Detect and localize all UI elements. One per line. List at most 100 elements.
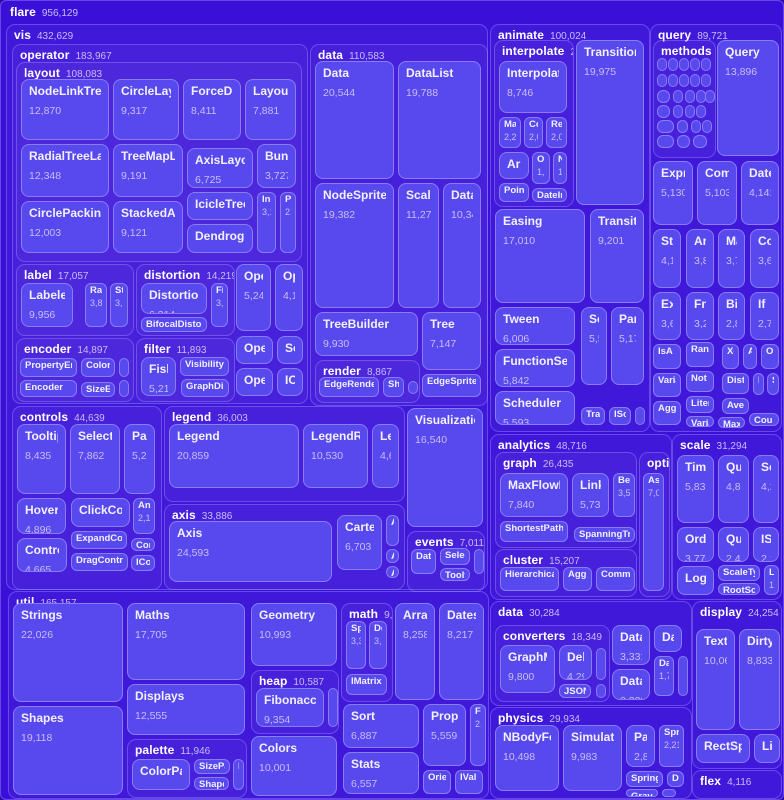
cell-dragcontr[interactable]: DragContr xyxy=(71,553,128,571)
cell-n[interactable]: n xyxy=(657,58,667,71)
group-graph[interactable]: graph 26,435 xyxy=(495,452,637,548)
group-methods[interactable]: methods14,326 xyxy=(653,40,716,158)
cell-data[interactable]: Data 20,544 xyxy=(315,61,394,179)
cell-a[interactable]: A xyxy=(386,566,399,578)
cell-stackedareal[interactable]: StackedAreaL 9,121 xyxy=(113,201,183,253)
group-filter[interactable]: filter 11,893 xyxy=(136,338,235,402)
cell-cell[interactable] xyxy=(705,90,715,103)
cell-axis[interactable]: Axis 24,593 xyxy=(169,521,332,582)
cell-as[interactable]: As 7,074 xyxy=(643,473,664,591)
cell-spa[interactable]: Spa 3,366 xyxy=(346,621,366,669)
cell-labeler[interactable]: Labeler 9,956 xyxy=(21,283,73,327)
cell-tween[interactable]: Tween 6,006 xyxy=(495,307,575,345)
cell-v[interactable]: V xyxy=(474,549,484,574)
cell-varian[interactable]: Varian xyxy=(653,373,681,397)
cell-ax[interactable]: Ax xyxy=(386,515,399,546)
cell-cell[interactable] xyxy=(685,90,695,103)
cell-rootsc[interactable]: RootSc xyxy=(718,583,760,595)
cell-c[interactable]: c xyxy=(701,74,711,87)
cell-array[interactable]: Array xyxy=(499,152,529,179)
cell-r[interactable]: r xyxy=(679,74,689,87)
cell-transitioner[interactable]: Transitioner 19,975 xyxy=(576,40,644,205)
cell-comm[interactable]: Comm xyxy=(596,567,635,591)
cell-forcedirec[interactable]: ForceDirec 8,411 xyxy=(183,79,241,140)
cell-distortion[interactable]: Distortion 6,314 xyxy=(141,283,207,314)
cell-opera[interactable]: Opera 5,248 xyxy=(236,264,271,331)
cell-an[interactable]: An xyxy=(743,344,757,369)
cell-delimi[interactable]: Delimi 4,294 xyxy=(559,645,592,680)
group-axis[interactable]: axis 33,886 xyxy=(164,504,405,590)
group-query[interactable]: query 89,721 xyxy=(650,24,782,432)
cell-graphmlc[interactable]: GraphMLC 9,800 xyxy=(500,645,555,693)
cell-cell[interactable] xyxy=(119,380,129,397)
cell-sort[interactable]: Sort 6,887 xyxy=(343,704,419,748)
cell-sort[interactable]: Sort 2,023 xyxy=(277,336,303,364)
cell-express[interactable]: Express 5,130 xyxy=(653,161,693,225)
cell-colorpalett[interactable]: ColorPalett xyxy=(132,759,190,790)
cell-fishey[interactable]: Fishey 5,219 xyxy=(141,357,176,396)
cell-strings[interactable]: Strings 22,026 xyxy=(13,603,123,702)
cell-circlepackinglayo[interactable]: CirclePackingLayo 12,003 xyxy=(21,201,109,253)
cell-hierarchica[interactable]: Hierarchica xyxy=(500,567,559,591)
group-heap[interactable]: heap 10,587 xyxy=(251,670,339,734)
cell-if[interactable]: If 2,732 xyxy=(750,292,779,340)
cell-isch[interactable]: ISch xyxy=(609,407,631,425)
cell-cell[interactable] xyxy=(702,120,712,133)
cell-string[interactable]: String 4,130 xyxy=(653,229,681,288)
cell-maxflowminc[interactable]: MaxFlowMinC 7,840 xyxy=(500,473,568,517)
cell-col[interactable]: Col 2,047 xyxy=(524,117,543,148)
cell-cell[interactable] xyxy=(657,120,674,133)
cell-xo[interactable]: Xo xyxy=(722,344,739,369)
cell-imatrix[interactable]: IMatrix xyxy=(346,674,387,695)
group-encoder[interactable]: encoder 14,897 xyxy=(16,338,134,402)
cell-dirtysp[interactable]: DirtySp 8,833 xyxy=(739,629,780,730)
cell-tooltipcon[interactable]: TooltipCon 8,435 xyxy=(17,424,66,494)
cell-rectsprite[interactable]: RectSprite xyxy=(696,734,750,763)
cell-if[interactable]: if xyxy=(668,58,678,71)
cell-ordinals[interactable]: OrdinalS 3,770 xyxy=(677,527,714,562)
cell-icicletreelay[interactable]: IcicleTreeLay 4,864 xyxy=(187,192,253,220)
cell-timesc[interactable]: TimeSc 5,833 xyxy=(677,455,714,523)
cell-anc[interactable]: Anc 2,138 xyxy=(133,498,155,534)
cell-sha[interactable]: Sha xyxy=(383,377,404,397)
cell-displays[interactable]: Displays 12,555 xyxy=(127,684,245,735)
cell-arithm[interactable]: Arithm 3,891 xyxy=(686,229,714,288)
cell-cell[interactable] xyxy=(673,90,683,103)
cell-graphdis[interactable]: GraphDis xyxy=(181,379,229,397)
cell-fibonaccihea[interactable]: FibonacciHea 9,354 xyxy=(256,688,324,727)
cell-clickcontr[interactable]: ClickContr 3,824 xyxy=(71,498,130,527)
cell-cell[interactable] xyxy=(693,135,707,148)
group-interpolate[interactable]: interpolate 23,081 xyxy=(494,40,574,207)
group-converters[interactable]: converters 18,349 xyxy=(495,625,610,702)
cell-maths[interactable]: Maths 17,705 xyxy=(127,603,245,680)
cell-fis[interactable]: Fis 3,444 xyxy=(211,283,228,327)
cell-cell[interactable] xyxy=(677,135,690,148)
cell-scal[interactable]: Scal 4,268 xyxy=(753,455,779,523)
cell-con[interactable]: Con xyxy=(131,538,155,551)
cell-lege[interactable]: Lege 4,614 xyxy=(372,424,399,488)
cell-shapes[interactable]: Shapes 19,118 xyxy=(13,706,123,795)
cell-hovercontr[interactable]: HoverContr 4,896 xyxy=(17,498,66,534)
cell-line[interactable]: Line xyxy=(754,734,780,763)
cell-range[interactable]: Range xyxy=(686,342,714,367)
cell-propertyen[interactable]: PropertyEn xyxy=(20,358,77,377)
cell-sizepal[interactable]: SizePal xyxy=(194,759,230,774)
cell-tran[interactable]: Tran xyxy=(581,407,605,425)
cell-com[interactable]: Com 3,677 xyxy=(750,229,779,288)
cell-simulation[interactable]: Simulation 9,983 xyxy=(563,725,622,791)
cell-datas[interactable]: DataS xyxy=(654,625,682,652)
cell-legend[interactable]: Legend 20,859 xyxy=(169,424,299,488)
cell-agglo[interactable]: Agglo xyxy=(563,567,592,591)
cell-circlelayout[interactable]: CircleLayout 9,317 xyxy=(113,79,179,140)
cell-fil[interactable]: Fil 2,324 xyxy=(470,704,486,766)
cell-max[interactable]: Max xyxy=(718,417,745,428)
cell-panzo[interactable]: PanZo 5,222 xyxy=(124,424,155,494)
cell-cou[interactable]: Cou xyxy=(749,413,779,426)
cell-ax[interactable]: Ax xyxy=(386,549,399,563)
cell-tree[interactable]: Tree 7,147 xyxy=(422,312,481,370)
cell-ob[interactable]: Ob 1,629 xyxy=(532,152,550,184)
cell-aggre[interactable]: Aggre xyxy=(653,401,681,425)
cell-sizeen[interactable]: SizeEn xyxy=(81,382,115,397)
cell-visibilityf[interactable]: VisibilityF xyxy=(180,357,229,376)
